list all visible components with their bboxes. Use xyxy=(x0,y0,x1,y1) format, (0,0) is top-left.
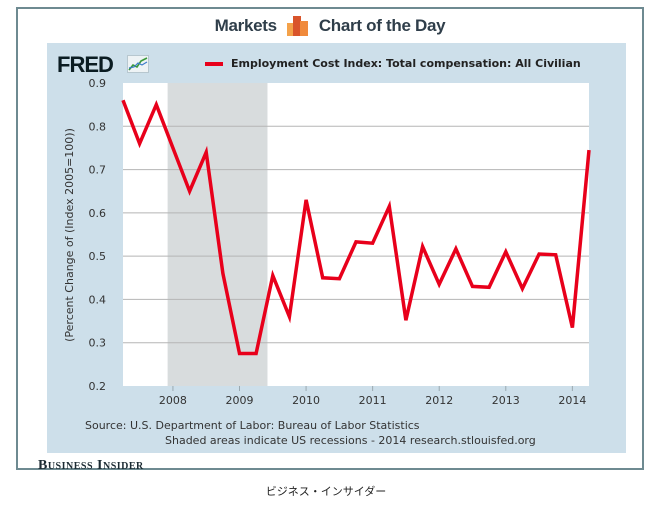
chart-legend: Employment Cost Index: Total compensatio… xyxy=(205,57,581,70)
header-markets: Markets xyxy=(214,16,277,35)
source-note: Source: U.S. Department of Labor: Bureau… xyxy=(85,419,420,432)
line-graph-icon xyxy=(127,55,149,73)
y-tick-label: 0.7 xyxy=(89,164,107,177)
x-tick-label: 2011 xyxy=(359,394,387,407)
fred-logo: FRED xyxy=(57,52,114,77)
header-chart-of-the-day: Chart of the Day xyxy=(318,16,446,35)
y-tick-label: 0.9 xyxy=(89,77,107,90)
y-tick-label: 0.3 xyxy=(89,337,107,350)
legend-label: Employment Cost Index: Total compensatio… xyxy=(231,57,581,70)
business-insider-logo: Business Insider xyxy=(38,458,144,473)
bar-chart-icon xyxy=(286,16,309,36)
chart-header: Markets Chart of the Day xyxy=(18,9,642,43)
y-tick-label: 0.2 xyxy=(89,380,107,393)
x-tick-label: 2014 xyxy=(558,394,586,407)
y-tick-label: 0.5 xyxy=(89,250,107,263)
x-tick-label: 2012 xyxy=(425,394,453,407)
y-axis-label: (Percent Change of (Index 2005=100)) xyxy=(63,128,76,342)
japanese-caption: ビジネス・インサイダー xyxy=(265,485,387,498)
x-tick-label: 2008 xyxy=(159,394,187,407)
x-tick-label: 2010 xyxy=(292,394,320,407)
legend-swatch xyxy=(205,61,223,66)
recession-note: Shaded areas indicate US recessions - 20… xyxy=(165,434,536,447)
y-tick-label: 0.8 xyxy=(89,120,107,133)
x-tick-label: 2013 xyxy=(492,394,520,407)
x-tick-label: 2009 xyxy=(226,394,254,407)
y-tick-label: 0.6 xyxy=(89,207,107,220)
y-tick-label: 0.4 xyxy=(89,293,107,306)
